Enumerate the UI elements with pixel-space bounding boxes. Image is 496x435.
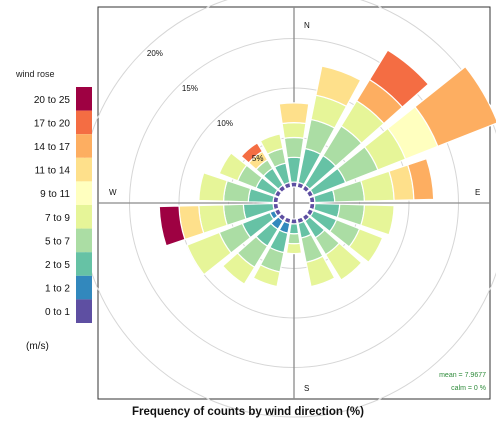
legend-swatch-8 [76,110,92,135]
chart-caption: Frequency of counts by wind direction (%… [132,406,364,418]
legend-swatch-2 [76,252,92,276]
sector-280-bin-4 [198,172,228,202]
sector-120-bin-4 [348,228,384,264]
sector-240-bin-4 [186,231,232,276]
sector-180-bin-0 [290,218,298,225]
legend-label-1: 1 to 2 [45,284,70,295]
legend-label-5: 9 to 11 [40,189,70,200]
ring-label-5: 5% [252,154,264,163]
sector-180-bin-4 [285,242,303,255]
direction-label-n: N [304,21,310,30]
sector-0-bin-6 [278,102,310,125]
legend-swatch-3 [76,228,92,253]
sector-180-bin-2 [288,223,300,235]
sector-320-bin-8 [240,142,264,164]
sector-100-bin-4 [360,204,395,236]
legend-swatch-7 [76,134,92,158]
sector-0-bin-3 [283,136,305,159]
calm-value: calm = 0 % [451,385,486,392]
sector-260-bin-9 [158,205,186,247]
sector-60-bin-7 [414,65,496,148]
legend-swatch-4 [76,205,92,229]
sector-20-bin-6 [315,65,362,108]
ring-label-20: 20% [147,49,163,58]
sector-180-bin-3 [287,232,301,245]
sector-140-bin-4 [324,242,363,281]
sector-200-bin-4 [252,264,281,288]
legend-swatch-9 [76,87,92,111]
legend-title: wind rose [15,69,55,79]
ring-label-10: 10% [217,119,233,128]
direction-label-w: W [109,188,117,197]
legend-label-7: 14 to 17 [34,142,71,153]
sector-0-bin-0 [290,181,298,188]
legend-label-4: 7 to 9 [45,213,70,224]
legend-label-0: 0 to 1 [45,307,70,318]
legend-swatch-5 [76,181,92,205]
direction-label-e: E [475,188,480,197]
ring-label-15: 15% [182,84,198,93]
legend-units: (m/s) [26,341,49,352]
legend-swatch-6 [76,157,92,182]
sector-300-bin-4 [218,152,248,182]
mean-value: mean = 7.9677 [439,372,486,379]
sector-80-bin-7 [406,157,435,201]
legend-label-6: 11 to 14 [35,166,71,177]
direction-label-s: S [304,384,309,393]
legend-label-3: 5 to 7 [45,236,70,247]
sector-0-bin-4 [281,122,307,139]
ring-labels: 5% 10% 15% 20% [147,49,264,163]
legend: 20 to 25 17 to 20 14 to 17 11 to 14 9 to 11 7… [34,87,92,323]
sector-160-bin-4 [305,255,336,288]
legend-label-9: 20 to 25 [34,95,71,106]
wind-sectors [158,49,496,288]
legend-label-8: 17 to 20 [34,118,71,129]
sector-340-bin-4 [259,133,284,155]
legend-swatch-0 [76,299,92,323]
sector-220-bin-4 [221,252,256,285]
sector-40-bin-8 [368,49,430,108]
legend-label-2: 2 to 5 [45,260,70,271]
legend-swatch-1 [76,275,92,300]
